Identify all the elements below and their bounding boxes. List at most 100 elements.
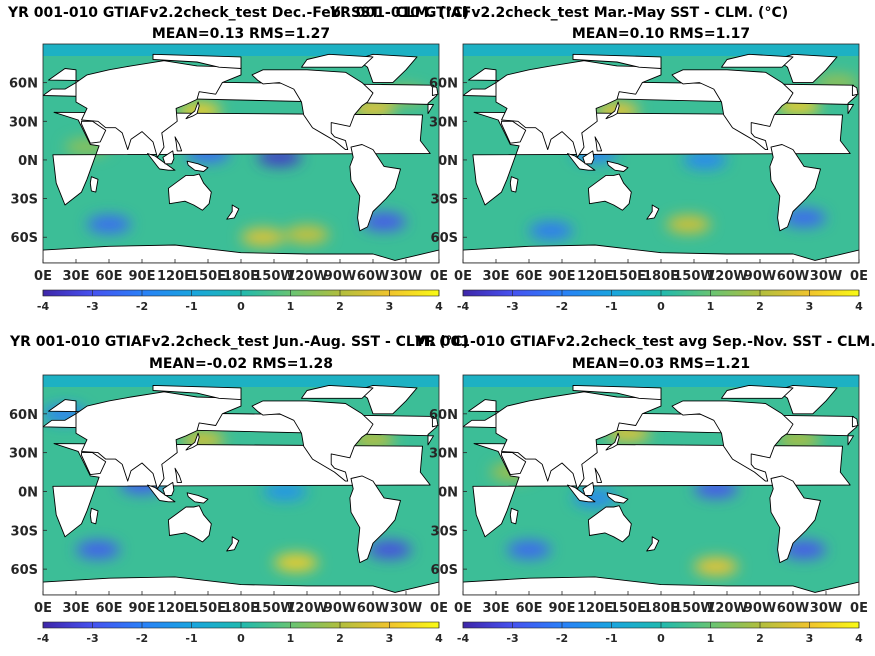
continent — [769, 475, 821, 564]
y-tick-label: 30S — [11, 524, 38, 539]
x-tick-label: 90W — [324, 601, 356, 616]
x-tick-label: 90E — [549, 601, 576, 616]
continent — [587, 173, 632, 211]
panel-2-landmask — [463, 53, 859, 263]
x-tick-label: 150E — [190, 269, 226, 284]
y-tick-label: 60S — [431, 563, 458, 578]
continent — [509, 507, 519, 525]
x-tick-label: 90W — [744, 269, 776, 284]
colorbar-tick-label: -3 — [506, 632, 518, 645]
x-tick-label: 60E — [96, 269, 123, 284]
colorbar-tick-label: -3 — [506, 300, 518, 313]
arctic-band — [463, 375, 859, 387]
x-tick-label: 120E — [157, 269, 193, 284]
continent — [186, 160, 209, 172]
x-tick-label: 180E — [643, 601, 679, 616]
colorbar-tick-label: 0 — [657, 632, 665, 645]
anomaly-blob — [367, 540, 412, 559]
x-tick-label: 150W — [673, 269, 714, 284]
continent — [167, 505, 212, 543]
y-tick-label: 0N — [18, 485, 38, 500]
continent — [89, 507, 99, 525]
continent — [587, 505, 632, 543]
colorbar-tick-label: -4 — [457, 632, 470, 645]
x-tick-label: 0E — [34, 601, 52, 616]
continent — [162, 481, 175, 496]
continent — [776, 53, 838, 84]
x-tick-label: 30W — [810, 269, 842, 284]
anomaly-blob — [683, 150, 727, 169]
colorbar-tick-label: -2 — [556, 300, 568, 313]
anomaly-blob — [507, 540, 551, 559]
panel-2-title: YR 001-010 GTIAFv2.2check_test Mar.-May … — [330, 5, 789, 21]
x-tick-label: 30E — [63, 269, 90, 284]
continent — [43, 576, 439, 595]
panel-3-landmask — [43, 384, 439, 595]
x-tick-label: 0E — [850, 269, 868, 284]
panel-1-stats: MEAN=0.13 RMS=1.27 — [151, 26, 331, 42]
continent — [185, 101, 200, 120]
continent — [606, 160, 629, 172]
x-tick-label: 150W — [253, 269, 294, 284]
x-tick-label: 60E — [516, 269, 543, 284]
x-tick-label: 180E — [643, 269, 679, 284]
anomaly-blob — [274, 553, 318, 572]
y-tick-label: 30N — [429, 447, 458, 462]
x-tick-label: 90W — [324, 269, 356, 284]
continent — [75, 60, 242, 158]
colorbar-tick-label: 4 — [855, 632, 863, 645]
colorbar-tick-label: 4 — [435, 632, 443, 645]
x-tick-label: 120E — [577, 269, 613, 284]
x-tick-label: 0E — [454, 269, 472, 284]
x-tick-label: 30W — [390, 601, 422, 616]
x-tick-label: 150E — [610, 269, 646, 284]
continent — [463, 576, 859, 595]
y-tick-label: 30N — [9, 447, 38, 462]
continent — [495, 60, 662, 158]
y-tick-label: 30S — [431, 524, 458, 539]
continent — [226, 536, 240, 552]
continent — [572, 384, 662, 401]
colorbar-tick-label: 2 — [336, 632, 344, 645]
colorbar-tick-label: 1 — [287, 632, 295, 645]
panel-4-stats: MEAN=0.03 RMS=1.21 — [571, 356, 751, 372]
continent — [776, 384, 838, 415]
x-tick-label: 0E — [850, 601, 868, 616]
colorbar-tick-label: -2 — [136, 632, 148, 645]
colorbar-tick-label: 3 — [386, 300, 394, 313]
x-tick-label: 120W — [706, 601, 747, 616]
continent — [147, 484, 176, 503]
x-tick-label: 0E — [34, 269, 52, 284]
x-tick-label: 0E — [454, 601, 472, 616]
colorbar-tick-label: 4 — [435, 300, 443, 313]
arctic-band — [43, 375, 439, 387]
continent — [167, 173, 212, 211]
continent — [671, 69, 794, 151]
panel-2-stats: MEAN=0.10 RMS=1.17 — [571, 26, 751, 42]
anomaly-blob — [76, 540, 120, 559]
x-tick-label: 30W — [810, 601, 842, 616]
continent — [349, 144, 401, 232]
x-tick-label: 90E — [129, 269, 156, 284]
x-tick-label: 60W — [777, 601, 809, 616]
colorbar-tick-label: 2 — [756, 632, 764, 645]
continent — [721, 384, 794, 399]
continent — [594, 467, 603, 483]
x-tick-label: 60W — [777, 269, 809, 284]
anomaly-blob — [782, 540, 826, 559]
y-tick-label: 0N — [438, 485, 458, 500]
continent — [431, 84, 439, 96]
continent — [851, 415, 859, 428]
panel-4-landmask — [463, 384, 859, 595]
y-tick-label: 60N — [9, 77, 38, 92]
arctic-band — [463, 44, 859, 56]
continent — [152, 53, 242, 69]
continent — [605, 101, 620, 120]
continent — [582, 150, 595, 165]
continent — [185, 432, 200, 451]
panel-3-stats: MEAN=-0.02 RMS=1.28 — [148, 356, 334, 372]
y-tick-label: 0N — [438, 154, 458, 169]
continent — [646, 536, 660, 552]
colorbar-tick-label: 0 — [237, 300, 245, 313]
